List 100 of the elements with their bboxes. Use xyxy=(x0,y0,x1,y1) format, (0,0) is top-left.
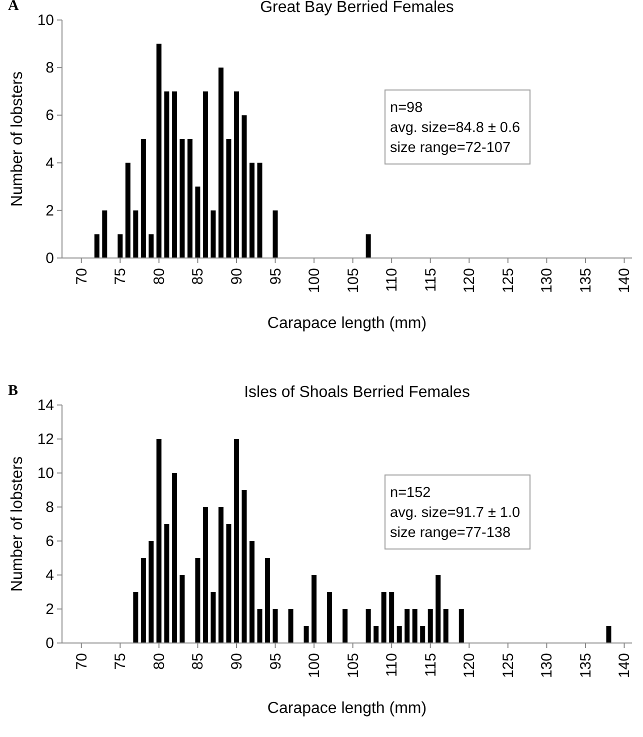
y-tick-label: 4 xyxy=(46,154,54,172)
bar xyxy=(257,609,262,643)
bar xyxy=(288,609,294,643)
x-tick-label: 120 xyxy=(461,268,478,294)
bar xyxy=(226,139,232,258)
bar xyxy=(180,139,185,258)
bar xyxy=(420,626,426,643)
bar xyxy=(242,490,247,643)
bar xyxy=(118,234,123,258)
bar xyxy=(272,210,278,258)
bar xyxy=(304,626,309,643)
bar xyxy=(218,507,224,643)
y-tick-label: 2 xyxy=(46,601,54,618)
x-tick-label: 105 xyxy=(344,268,362,294)
bar xyxy=(366,609,371,643)
y-tick-label: 4 xyxy=(46,567,54,584)
bar xyxy=(436,575,441,643)
bar xyxy=(195,558,200,643)
x-tick-label: 90 xyxy=(228,653,246,670)
x-tick-label: 140 xyxy=(616,268,634,294)
x-tick-label: 110 xyxy=(384,653,401,677)
bar xyxy=(180,575,185,643)
x-tick-label: 130 xyxy=(538,268,556,294)
bar xyxy=(226,524,232,643)
bar xyxy=(187,139,192,258)
bar xyxy=(428,609,433,643)
x-axis-title: Carapace length (mm) xyxy=(267,700,427,717)
bar xyxy=(164,524,170,643)
bar xyxy=(102,210,108,258)
bar xyxy=(172,91,177,258)
text: B xyxy=(8,383,18,399)
bar xyxy=(374,626,379,643)
chart-title: Great Bay Berried Females xyxy=(260,0,454,16)
x-tick-label: 90 xyxy=(228,268,246,285)
bar xyxy=(327,592,332,643)
annotation: size range=72-107 xyxy=(390,140,511,156)
x-tick-label: 110 xyxy=(384,268,401,292)
x-tick-label: 100 xyxy=(306,653,324,678)
bar xyxy=(218,68,224,258)
x-tick-label: 80 xyxy=(150,653,168,670)
bar xyxy=(412,609,418,643)
y-tick-label: 10 xyxy=(37,465,54,482)
y-tick-label: 8 xyxy=(46,60,54,77)
bar xyxy=(257,162,262,258)
y-tick-label: 6 xyxy=(46,107,54,124)
bar xyxy=(458,609,464,643)
y-tick-label: 6 xyxy=(46,533,54,550)
y-tick-label: 2 xyxy=(46,202,54,220)
bar xyxy=(606,626,612,643)
bar xyxy=(140,558,146,643)
x-tick-label: 115 xyxy=(422,653,440,677)
bar xyxy=(133,210,138,258)
bar xyxy=(202,91,208,258)
annotation: size range=77-138 xyxy=(390,525,511,541)
bar xyxy=(389,592,394,643)
x-tick-label: 115 xyxy=(422,268,440,292)
x-tick-label: 140 xyxy=(616,653,634,678)
bar xyxy=(381,592,386,643)
y-axis-title: Number of lobsters xyxy=(9,71,26,207)
y-tick-label: 14 xyxy=(37,397,54,414)
bar xyxy=(242,115,247,258)
bar xyxy=(250,162,254,258)
x-tick-label: 100 xyxy=(306,268,324,294)
bar xyxy=(195,186,200,258)
bar xyxy=(443,609,448,643)
x-tick-label: 135 xyxy=(577,268,594,294)
bar xyxy=(312,575,317,643)
annotation: avg. size=84.8 ± 0.6 xyxy=(390,120,520,136)
x-tick-label: 75 xyxy=(112,653,130,670)
x-tick-label: 125 xyxy=(500,653,517,678)
y-tick-label: 0 xyxy=(46,635,54,652)
x-tick-label: 70 xyxy=(73,268,90,285)
annotation: n=152 xyxy=(390,485,431,501)
x-tick-label: 95 xyxy=(267,268,284,285)
bar xyxy=(156,44,162,258)
bar xyxy=(164,91,170,258)
bar xyxy=(210,592,216,643)
bar xyxy=(272,609,278,643)
x-tick-label: 125 xyxy=(500,268,517,294)
bar xyxy=(125,162,130,258)
bar xyxy=(148,234,154,258)
bar xyxy=(250,541,254,643)
bar xyxy=(265,558,270,643)
annotation: n=98 xyxy=(390,100,423,116)
bar xyxy=(94,234,100,258)
bar xyxy=(202,507,208,643)
y-tick-label: 0 xyxy=(46,250,54,267)
bar xyxy=(234,91,239,258)
bar xyxy=(366,234,371,258)
x-tick-label: 85 xyxy=(190,653,207,670)
x-axis-title: Carapace length (mm) xyxy=(267,315,427,332)
y-axis-title: Number of lobsters xyxy=(9,456,26,592)
bar xyxy=(404,609,410,643)
text: A xyxy=(8,0,19,14)
x-tick-label: 85 xyxy=(190,268,207,285)
x-tick-label: 130 xyxy=(538,653,556,678)
x-tick-label: 135 xyxy=(577,653,594,678)
annotation: avg. size=91.7 ± 1.0 xyxy=(390,505,520,521)
bar xyxy=(156,439,162,643)
x-tick-label: 70 xyxy=(73,653,90,670)
